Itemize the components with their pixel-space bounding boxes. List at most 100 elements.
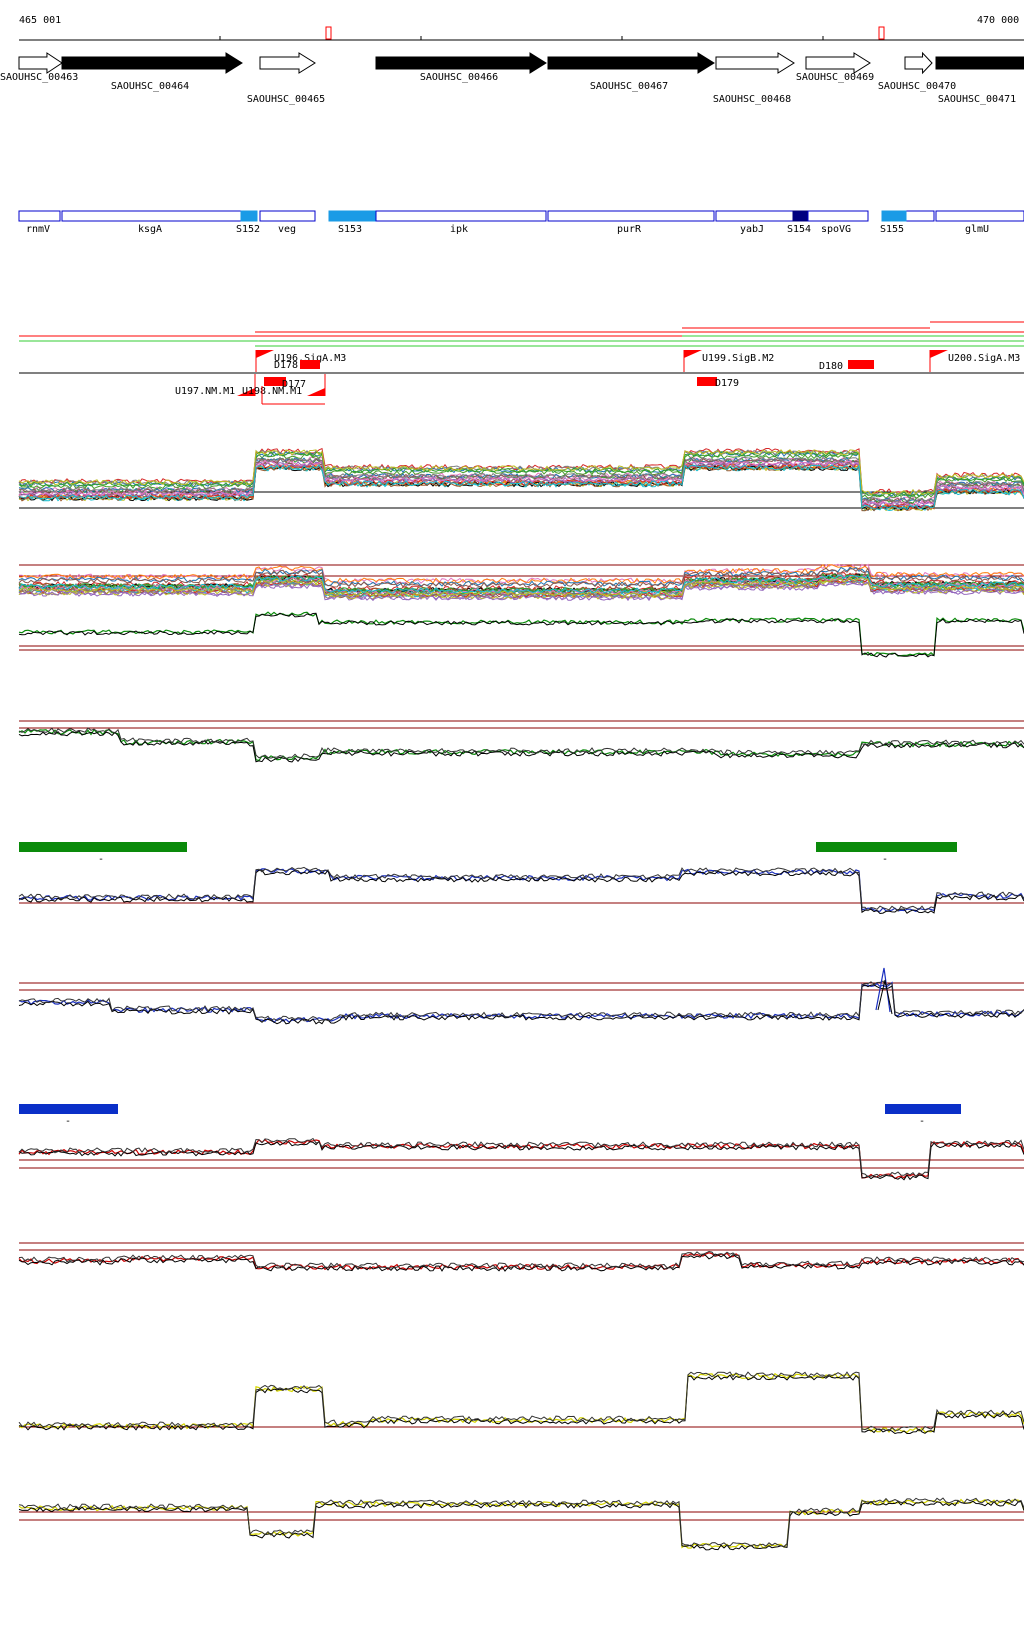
coverage-track-multi-condition-a: [18, 447, 1024, 512]
terminator: D177: [264, 377, 306, 390]
coverage-line: [18, 1372, 1024, 1434]
coverage-track-yellow-forward: [18, 1371, 1024, 1435]
coverage-track-yellow-reverse: [18, 1497, 1024, 1551]
promoter: U199.SigB.M2: [683, 350, 774, 372]
annotation-box: [259, 210, 316, 222]
region-bar: -: [885, 1104, 961, 1127]
gene-label: SAOUHSC_00469: [796, 72, 874, 83]
annotation-box: [375, 210, 547, 222]
terminator: D179: [697, 377, 739, 389]
coverage-tracks: - - - -: [18, 447, 1024, 1551]
annotation-box: [792, 210, 809, 222]
coverage-line: [18, 576, 1024, 597]
coverage-track-blue-forward: [18, 866, 1024, 915]
region-bar-fill: [19, 842, 187, 852]
gene-arrow-shape: [61, 52, 243, 74]
promoter-flag: [684, 350, 702, 358]
ruler-end-label: 470 000: [977, 15, 1019, 26]
ruler-marker: [325, 26, 332, 40]
gene-arrow-shape: [259, 52, 316, 74]
annotation-box: [328, 210, 377, 222]
annotation-box: [881, 210, 907, 222]
coverage-line: [18, 464, 1024, 512]
annotation-item: yabJ: [715, 210, 794, 235]
ruler-start-label: 465 001: [19, 15, 61, 26]
coverage-spike: [875, 967, 891, 1013]
terminator: D180: [819, 360, 874, 372]
annotation-label: yabJ: [740, 224, 764, 235]
coverage-line: [18, 460, 1024, 507]
coverage-track-blue-reverse: [18, 980, 1024, 1025]
annotation-box: [18, 210, 61, 222]
region-bar: -: [816, 842, 957, 865]
coverage-line: [18, 566, 1024, 588]
annotation-label: S154: [787, 224, 811, 235]
coverage-line: [18, 449, 1024, 496]
gene-arrow-shape: [547, 52, 715, 74]
annotation-item: veg: [259, 210, 316, 235]
gene-arrow-shape: [375, 52, 547, 74]
coverage-line: [18, 580, 1024, 601]
annotation-label: S155: [880, 224, 904, 235]
annotation-item: spoVG: [807, 210, 869, 235]
gene-arrow: SAOUHSC_00465: [247, 52, 325, 105]
promoter: U198.NM.M1: [242, 374, 326, 397]
coverage-line: [18, 866, 1024, 912]
promoter-label: U198.NM.M1: [242, 386, 302, 397]
promoter-label: U197.NM.M1: [175, 386, 235, 397]
gene-label: SAOUHSC_00470: [878, 81, 956, 92]
annotation-track: rnmV ksgA S152 veg S153 ipk purR yabJ S154 spoVG S…: [18, 210, 1024, 235]
annotation-item: purR: [547, 210, 715, 235]
gene-arrow-shape: [18, 52, 63, 74]
coverage-line: [18, 868, 1024, 913]
promoter: U197.NM.M1: [175, 374, 256, 397]
annotation-label: purR: [617, 224, 642, 235]
annotation-label: ksgA: [138, 224, 162, 235]
terminator-box: [848, 360, 874, 369]
promoter: U196.SigA.M3: [255, 350, 346, 372]
coverage-line: [18, 1498, 1024, 1550]
coverage-line: [18, 980, 1024, 1022]
terminator-label: D177: [282, 379, 306, 390]
annotation-item: ksgA: [61, 210, 242, 235]
gene-arrow-shape: [935, 56, 1024, 70]
coverage-line: [18, 464, 1024, 512]
annotation-label: spoVG: [821, 224, 851, 235]
gene-label: SAOUHSC_00471: [938, 94, 1016, 105]
ruler-marker: [878, 26, 885, 40]
promoter-label: U199.SigB.M2: [702, 353, 774, 364]
gene-label: SAOUHSC_00467: [590, 81, 668, 92]
terminator: D178: [274, 360, 320, 371]
annotation-item: glmU: [935, 210, 1024, 235]
coverage-line: [18, 1253, 1024, 1272]
annotation-label: rnmV: [26, 224, 50, 235]
coverage-track-red-forward: [18, 1137, 1024, 1181]
gene-arrow: SAOUHSC_00470: [878, 51, 956, 92]
coverage-line: [18, 984, 1024, 1025]
promoter-flag: [307, 388, 325, 396]
gene-track: SAOUHSC_00463 SAOUHSC_00464 SAOUHSC_00465 S…: [0, 51, 1024, 105]
coverage-line: [18, 464, 1024, 511]
annotation-label: glmU: [965, 224, 989, 235]
regulatory-feature-track: U196.SigA.M3 U197.NM.M1 U198.NM.M1 U199.Sig…: [19, 321, 1024, 405]
annotation-label: veg: [278, 224, 296, 235]
promoter-flag: [256, 350, 274, 358]
annotation-box: [61, 210, 242, 222]
gene-arrow: SAOUHSC_00464: [61, 52, 243, 92]
coverage-line: [18, 730, 1024, 763]
coverage-track-green-reverse: [18, 720, 1024, 763]
annotation-box: [715, 210, 794, 222]
coverage-line: [18, 1140, 1024, 1181]
annotation-label: S152: [236, 224, 260, 235]
coverage-line: [18, 1497, 1024, 1548]
coverage-line: [18, 1500, 1024, 1551]
coverage-line: [18, 1250, 1024, 1269]
gene-label: SAOUHSC_00463: [0, 72, 78, 83]
coverage-track-red-reverse: [18, 1242, 1024, 1272]
gene-arrow: SAOUHSC_00467: [547, 52, 715, 92]
region-bar: -: [19, 1104, 118, 1127]
annotation-box: [935, 210, 1024, 222]
promoter: U200.SigA.M3: [929, 350, 1020, 372]
terminator-label: D179: [715, 378, 739, 389]
